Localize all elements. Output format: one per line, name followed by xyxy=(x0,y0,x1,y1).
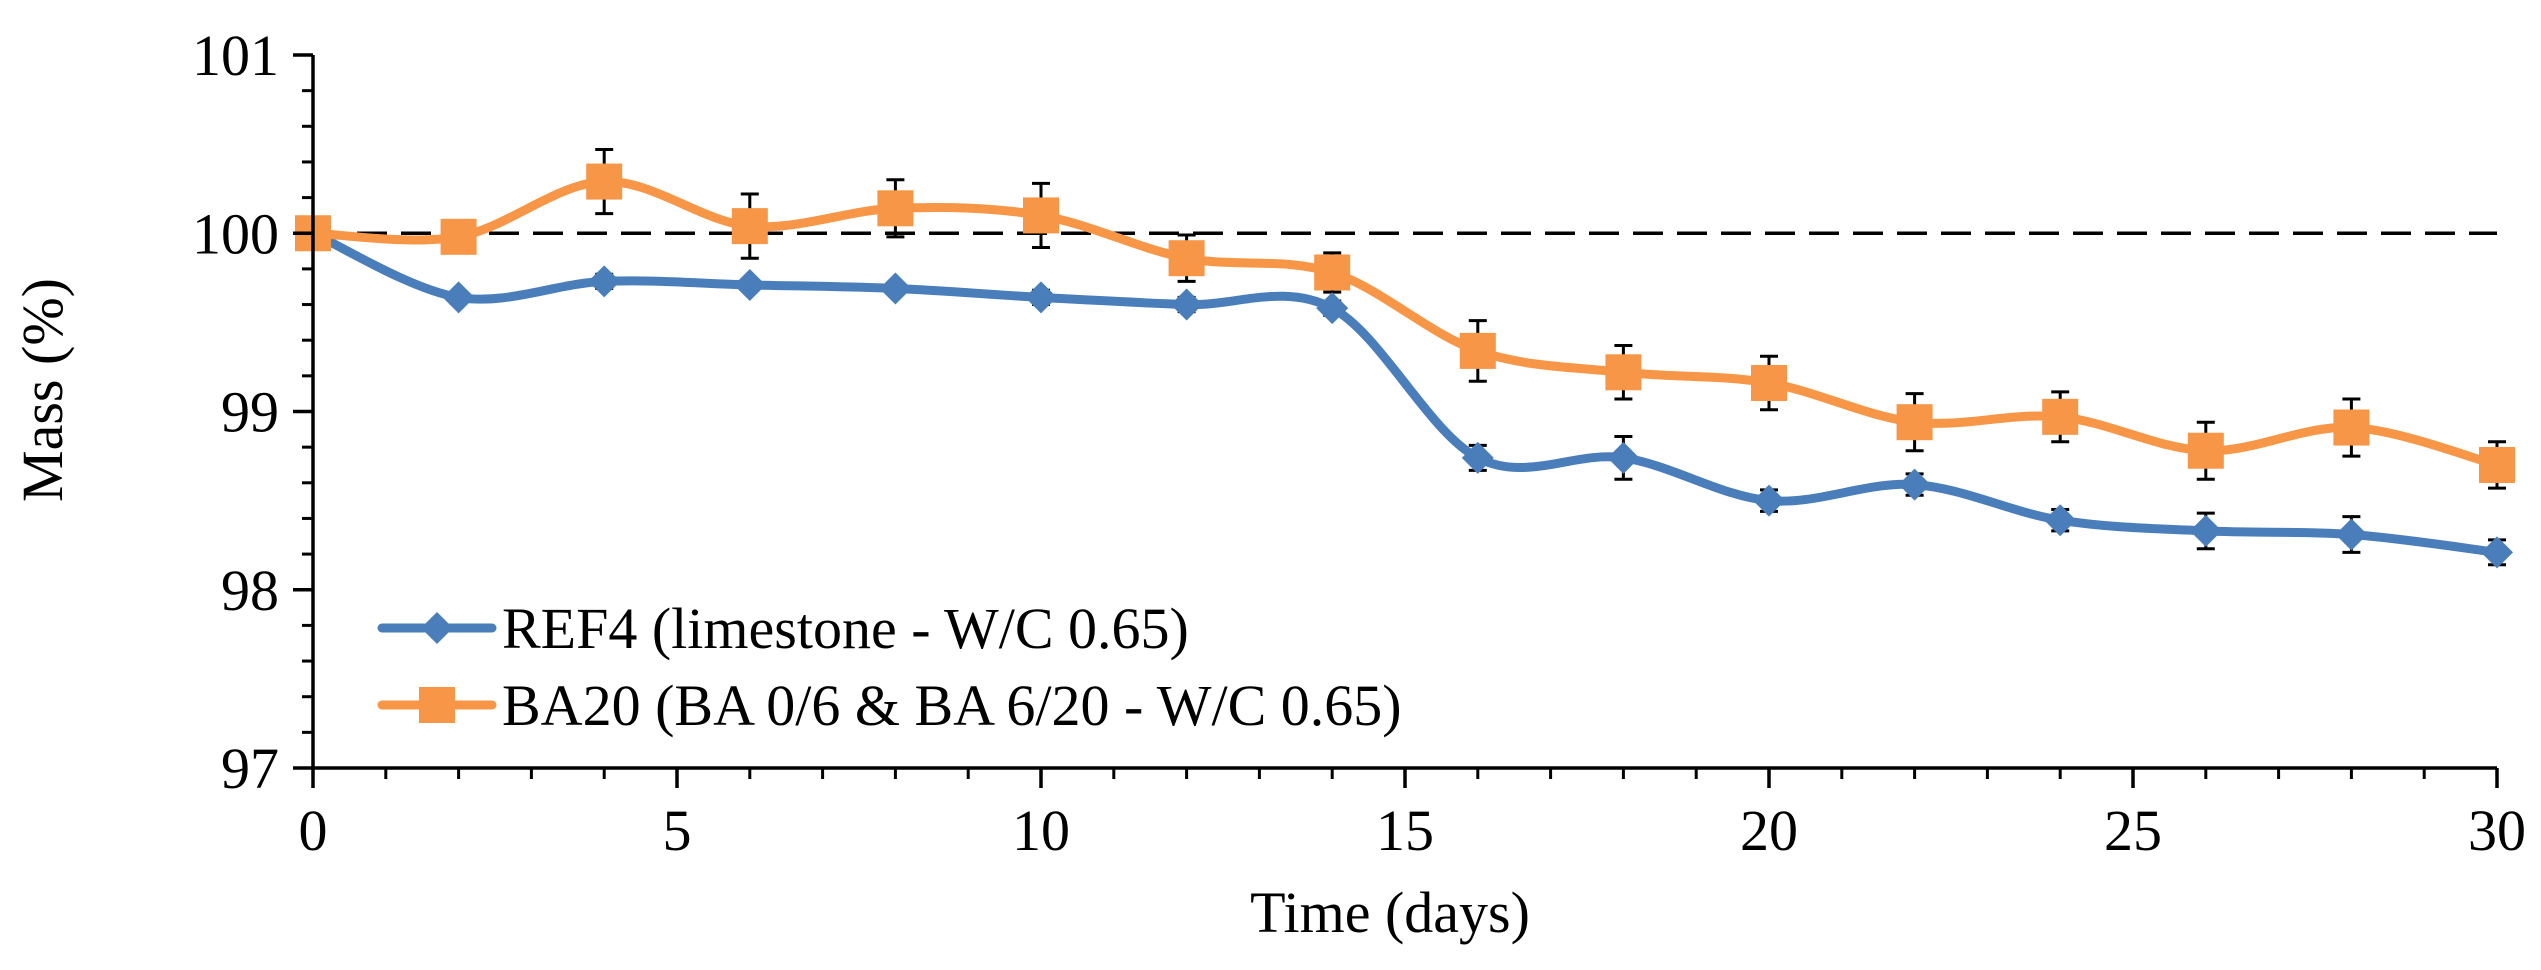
series-line-ref4 xyxy=(308,228,2502,557)
data-point-ba20 xyxy=(1605,354,1642,391)
data-point-ba20 xyxy=(2042,398,2079,435)
y-tick-label-97: 97 xyxy=(221,736,279,801)
data-point-ba20 xyxy=(1751,364,1787,401)
y-axis-title: Mass (%) xyxy=(10,278,75,502)
legend-label-ba20: BA20 (BA 0/6 & BA 6/20 - W/C 0.65) xyxy=(502,673,1402,738)
axes-layer xyxy=(293,53,2499,788)
data-point-ba20 xyxy=(1168,240,1205,277)
data-point-ba20 xyxy=(1459,332,1496,369)
y-tick-label-100: 100 xyxy=(192,201,279,266)
data-point-ref4 xyxy=(588,265,621,298)
data-point-ref4 xyxy=(1316,292,1349,325)
data-point-ref4 xyxy=(1170,288,1203,321)
data-point-ref4 xyxy=(442,281,475,314)
data-point-ba20 xyxy=(731,208,768,245)
legend-marker-ref4 xyxy=(421,612,453,644)
data-point-ref4 xyxy=(2481,536,2513,569)
data-point-ba20 xyxy=(440,218,477,255)
series-line-ba20 xyxy=(308,177,2502,470)
legend: REF4 (limestone - W/C 0.65) BA20 (BA 0/6… xyxy=(377,596,1402,738)
data-point-ref4 xyxy=(1025,281,1057,314)
tick-labels-layer: 97 98 99 100 101 0 5 10 15 20 25 30 xyxy=(192,23,2526,863)
x-tick-label-10: 10 xyxy=(1012,798,1070,863)
x-tick-label-20: 20 xyxy=(1740,798,1798,863)
x-tick-label-30: 30 xyxy=(2468,798,2526,863)
data-point-ba20 xyxy=(1023,197,1059,234)
data-point-ref4 xyxy=(1753,484,1785,517)
x-tick-label-0: 0 xyxy=(299,798,328,863)
data-point-ba20 xyxy=(586,163,623,200)
data-point-ba20 xyxy=(877,190,914,227)
x-tick-label-25: 25 xyxy=(2104,798,2162,863)
x-axis-title: Time (days) xyxy=(1250,880,1530,945)
x-tick-label-5: 5 xyxy=(663,798,692,863)
data-point-ba20 xyxy=(2479,446,2515,483)
x-tick-label-15: 15 xyxy=(1376,798,1434,863)
data-point-ref4 xyxy=(733,268,766,301)
data-point-ba20 xyxy=(2333,409,2370,446)
y-tick-label-101: 101 xyxy=(192,23,279,88)
legend-label-ref4: REF4 (limestone - W/C 0.65) xyxy=(502,596,1189,661)
data-point-ref4 xyxy=(1898,468,1931,501)
data-point-ref4 xyxy=(1607,441,1640,474)
data-point-ba20 xyxy=(2187,432,2224,469)
data-point-ref4 xyxy=(1461,441,1494,474)
data-point-ref4 xyxy=(2044,504,2077,537)
y-tick-label-99: 99 xyxy=(221,380,279,445)
data-point-ref4 xyxy=(2189,514,2222,547)
data-point-ref4 xyxy=(2335,518,2368,551)
data-point-ref4 xyxy=(879,272,912,305)
data-point-ba20 xyxy=(1314,254,1351,291)
legend-marker-ba20 xyxy=(419,687,455,723)
data-point-ba20 xyxy=(1896,404,1933,441)
y-tick-label-98: 98 xyxy=(221,558,279,623)
